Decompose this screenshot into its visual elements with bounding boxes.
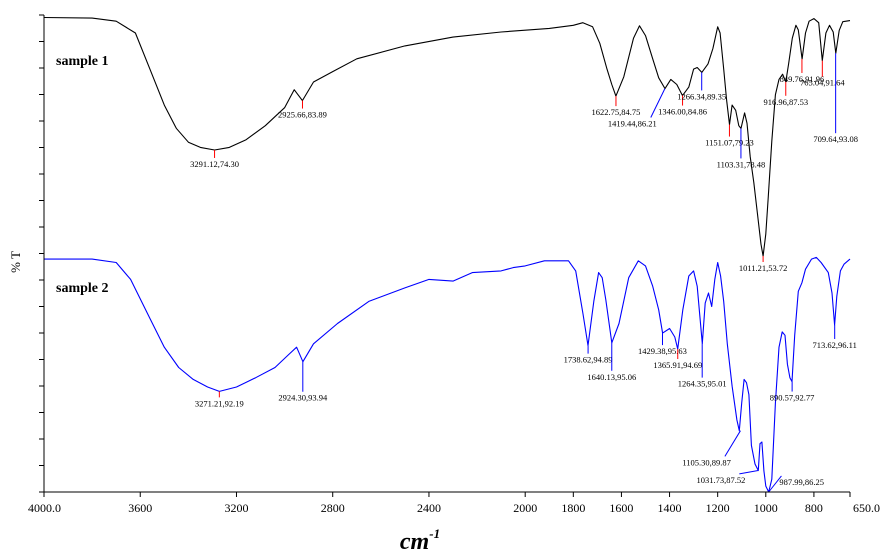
x-axis-ticks: 4000.0 3600 3200 2800 2400 2000 1800 1600 1400 12…: [28, 492, 880, 515]
y-axis-title: % T: [8, 251, 23, 273]
peak-label: 1103.31,78.48: [717, 159, 766, 169]
peak-label: 713.62,96.11: [813, 340, 857, 350]
x-tick-label: 800: [805, 501, 823, 515]
x-tick-label: 3600: [128, 501, 152, 515]
peak-marker: [739, 469, 759, 475]
peak-marker: [650, 88, 666, 118]
x-tick-label: 2800: [321, 501, 345, 515]
series-layer: [43, 16, 851, 493]
peak-label: 2925.66,83.89: [278, 110, 327, 120]
peak-label: 1419.44,86.21: [608, 119, 657, 129]
peak-label: 890.57,92.77: [770, 393, 815, 403]
x-tick-label: 650.0: [853, 501, 880, 515]
peak-label: 3271.21,92.19: [195, 398, 244, 408]
peak-label: 1429.38,95.63: [638, 346, 687, 356]
peak-label: 1640.13,95.06: [587, 372, 636, 382]
x-tick-label: 2400: [417, 501, 441, 515]
x-tick-label: 1000: [754, 501, 778, 515]
x-tick-label: 2000: [513, 501, 537, 515]
peak-label: 1264.35,95.01: [678, 379, 727, 389]
peak-label: 1011.21,53.72: [739, 263, 788, 273]
peak-label: 1622.75,84.75: [592, 107, 641, 117]
peak-label: 987.99,86.25: [779, 477, 824, 487]
peak-label: 1031.73,87.52: [696, 475, 745, 485]
peak-marker: [724, 430, 741, 457]
y-axis-ticks: [39, 14, 44, 493]
series-line-2: [44, 256, 851, 493]
x-tick-label: 1800: [561, 501, 585, 515]
peak-label: 1105.30,89.87: [682, 457, 731, 467]
peak-label: 1346.00,84.86: [658, 107, 707, 117]
series-line-1: [43, 16, 851, 257]
axes-layer: [43, 15, 850, 493]
x-tick-label: 3200: [224, 501, 248, 515]
series-label-sample-1: sample 1: [56, 54, 109, 69]
peak-label: 3291.12,74.30: [190, 159, 239, 169]
peak-label: 2924.30,93.94: [278, 393, 328, 403]
x-tick-label: 1400: [658, 501, 682, 515]
peak-label: 1738.62,94.89: [564, 355, 613, 365]
x-axis-title-superscript: -1: [429, 526, 440, 541]
peak-label: 1365.91,94.69: [653, 360, 702, 370]
peak-label: 916.96,87.53: [763, 97, 808, 107]
x-tick-label: 1600: [609, 501, 633, 515]
peak-label: 765.04,91.64: [800, 78, 845, 88]
peak-label: 1266.34,89.35: [677, 91, 726, 101]
peak-marker: [768, 475, 782, 493]
x-tick-label: 1200: [706, 501, 730, 515]
peak-label: 1151.07,79.23: [705, 138, 754, 148]
x-axis-title: cm-1: [400, 526, 440, 555]
x-axis-title-base: cm: [400, 529, 429, 555]
peak-label: 849.76,91.96: [780, 74, 825, 84]
series-label-sample-2: sample 2: [56, 281, 109, 296]
annotation-layer: 3291.12,74.30 2925.66,83.89 1622.75,84.75 1…: [190, 53, 858, 493]
peak-label: 709.64,93.08: [813, 134, 858, 144]
x-tick-label: 4000.0: [28, 501, 61, 515]
